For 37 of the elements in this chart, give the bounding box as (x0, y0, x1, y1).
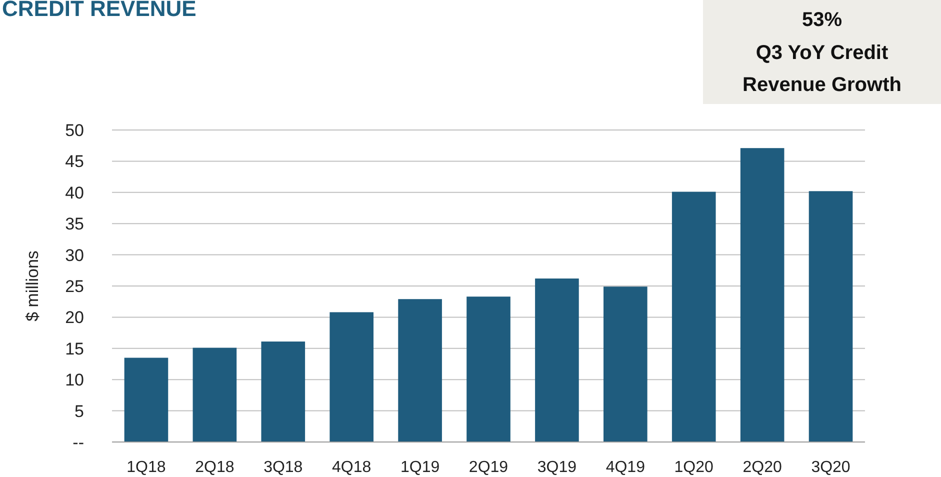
bar (808, 191, 853, 442)
x-tick-label: 3Q20 (811, 459, 850, 476)
y-tick-label: 10 (65, 370, 84, 390)
y-axis-title: $ millions (23, 250, 42, 322)
x-tick-label: 3Q18 (264, 459, 303, 476)
y-tick-label: 45 (65, 152, 84, 172)
x-tick-label: 3Q19 (537, 459, 577, 476)
x-tick-label: 2Q20 (742, 459, 782, 476)
text: Q3 YoY Credit Revenue Growth (742, 42, 902, 96)
bar (261, 342, 306, 442)
bar (740, 148, 784, 442)
y-tick-label: 50 (65, 121, 84, 140)
y-tick-label: 30 (65, 246, 84, 265)
y-tick-label: 5 (74, 402, 84, 421)
y-tick-label: 15 (65, 339, 84, 358)
x-tick-label: 4Q19 (606, 459, 646, 476)
bar (604, 286, 648, 442)
bar (466, 296, 510, 442)
bar (330, 312, 374, 442)
y-tick-label: 25 (65, 277, 84, 296)
x-tick-label: 2Q19 (468, 459, 508, 476)
x-tick-label: 1Q19 (400, 459, 440, 476)
bar (124, 358, 168, 442)
bar (535, 278, 579, 442)
y-tick-label: 20 (65, 308, 84, 328)
y-tick-label: 35 (65, 214, 84, 234)
x-tick-label: 4Q18 (332, 459, 372, 476)
x-tick-label: 1Q18 (126, 459, 166, 476)
bar (398, 299, 442, 442)
y-tick-label: 40 (65, 183, 84, 202)
text: 53% (802, 9, 842, 31)
x-tick-label: 2Q18 (195, 459, 234, 476)
x-tick-label: 1Q20 (674, 459, 714, 476)
chart-title: CREDIT REVENUE (2, 0, 196, 21)
y-tick-label: -- (72, 433, 84, 452)
bar (192, 348, 237, 442)
bar (672, 192, 716, 442)
